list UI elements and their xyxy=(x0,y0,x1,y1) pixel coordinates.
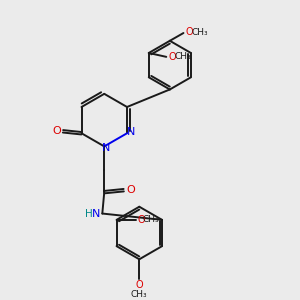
Text: N: N xyxy=(92,208,101,218)
Text: O: O xyxy=(185,27,193,37)
Text: O: O xyxy=(126,185,135,195)
Text: O: O xyxy=(168,52,176,62)
Text: CH₃: CH₃ xyxy=(142,215,159,224)
Text: O: O xyxy=(53,126,62,136)
Text: CH₃: CH₃ xyxy=(192,28,208,37)
Text: H: H xyxy=(85,208,93,218)
Text: N: N xyxy=(127,127,135,137)
Text: O: O xyxy=(136,280,143,290)
Text: CH₃: CH₃ xyxy=(131,290,148,299)
Text: CH₃: CH₃ xyxy=(175,52,191,62)
Text: N: N xyxy=(102,143,110,153)
Text: O: O xyxy=(137,215,145,225)
